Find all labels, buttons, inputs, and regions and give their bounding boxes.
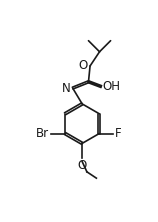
Text: Br: Br <box>36 127 49 140</box>
Text: O: O <box>78 59 88 72</box>
Text: OH: OH <box>103 80 121 93</box>
Text: N: N <box>62 82 70 95</box>
Text: F: F <box>115 127 122 140</box>
Text: O: O <box>78 159 87 172</box>
